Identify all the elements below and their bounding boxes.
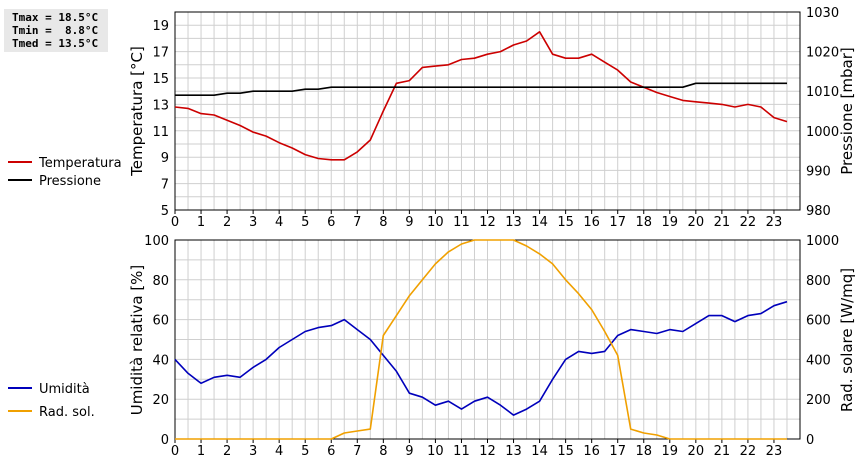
y2-tick-label: 1000 [806,125,839,140]
y-tick-label: 5 [161,204,169,219]
y2-tick-label: 1030 [806,6,839,21]
x-tick-label: 6 [327,215,335,230]
x-tick-label: 18 [635,215,652,230]
stats-box: Tmax = 18.5°C Tmin = 8.8°C Tmed = 13.5°C [4,9,108,52]
series-line-pressione [175,82,787,96]
x-tick-label: 21 [714,444,731,459]
series-line-rad-sol [175,239,787,440]
legend-bottom: Umidità Rad. sol. [8,382,95,420]
x-tick-label: 20 [688,444,705,459]
y2-tick-label: 0 [806,433,814,448]
x-tick-label: 22 [740,215,757,230]
humidity-radiation-chart: 0 1 2 3 4 5 6 7 8 9 10 11 12 13 14 15 16 17 18 19 20 21 22 2302… [128,234,856,459]
y-tick-label: 60 [152,314,169,329]
y-tick-label: 13 [152,98,169,113]
y-axis-label: Temperatura [°C] [128,46,146,177]
x-tick-label: 17 [609,444,626,459]
x-tick-label: 12 [479,215,496,230]
legend-label-umidit: Umidità [39,382,90,397]
y-tick-label: 15 [152,72,169,87]
x-tick-label: 5 [301,215,309,230]
x-tick-label: 12 [479,444,496,459]
x-tick-label: 19 [662,215,679,230]
x-tick-label: 7 [353,215,361,230]
x-tick-label: 11 [453,215,470,230]
x-tick-label: 5 [301,444,309,459]
temperature-pressure-chart: 0 1 2 3 4 5 6 7 8 9 10 11 12 13 14 15 16 17 18 19 20 21 22 2357… [128,6,856,230]
x-tick-label: 8 [379,444,387,459]
x-tick-label: 3 [249,215,257,230]
y2-axis-label: Rad. solare [W/mq] [838,268,856,412]
tmin-text: Tmin = 8.8°C [12,24,99,37]
y2-tick-label: 200 [806,393,831,408]
tmed-text: Tmed = 13.5°C [12,37,99,50]
y2-tick-label: 1010 [806,85,839,100]
x-tick-label: 11 [453,444,470,459]
x-tick-label: 10 [427,215,444,230]
x-tick-label: 0 [171,215,179,230]
x-tick-label: 13 [505,215,522,230]
x-tick-label: 17 [609,215,626,230]
x-tick-label: 19 [662,444,679,459]
y-axis-label: Umidità relativa [%] [128,265,146,416]
y-tick-label: 11 [152,125,169,140]
x-tick-label: 13 [505,444,522,459]
y-tick-label: 7 [161,178,169,193]
x-tick-label: 23 [766,215,783,230]
x-tick-label: 16 [583,444,600,459]
tmax-text: Tmax = 18.5°C [12,11,99,24]
x-tick-label: 9 [405,215,413,230]
x-tick-label: 9 [405,444,413,459]
x-tick-label: 15 [557,444,574,459]
series-line-umidit [174,300,788,416]
x-tick-label: 4 [275,215,283,230]
y-tick-label: 40 [152,353,169,368]
y2-tick-label: 400 [806,353,831,368]
y-tick-label: 17 [152,46,169,61]
x-tick-label: 14 [531,444,548,459]
legend-label-temperatura: Temperatura [38,156,122,171]
y-tick-label: 20 [152,393,169,408]
x-tick-label: 2 [223,215,231,230]
y-tick-label: 80 [152,274,169,289]
x-tick-label: 21 [714,215,731,230]
x-tick-label: 14 [531,215,548,230]
x-tick-label: 23 [766,444,783,459]
x-tick-label: 20 [688,215,705,230]
y2-tick-label: 800 [806,274,831,289]
x-tick-label: 10 [427,444,444,459]
y2-tick-label: 990 [806,164,831,179]
x-tick-label: 4 [275,444,283,459]
legend-label-rad-sol: Rad. sol. [39,405,95,420]
y-tick-label: 9 [161,151,169,166]
x-tick-label: 15 [557,215,574,230]
x-tick-label: 7 [353,444,361,459]
y-tick-label: 19 [152,19,169,34]
x-tick-label: 2 [223,444,231,459]
x-tick-label: 0 [171,444,179,459]
x-tick-label: 8 [379,215,387,230]
y-tick-label: 0 [161,433,169,448]
x-tick-label: 1 [197,215,205,230]
legend-label-pressione: Pressione [39,174,101,189]
y2-tick-label: 600 [806,314,831,329]
x-tick-label: 1 [197,444,205,459]
y2-tick-label: 1020 [806,46,839,61]
y2-tick-label: 980 [806,204,831,219]
y2-axis-label: Pressione [mbar] [838,47,856,175]
x-tick-label: 16 [583,215,600,230]
y-tick-label: 100 [144,234,169,249]
x-tick-label: 3 [249,444,257,459]
series-line-temperatura [174,30,788,161]
x-tick-label: 18 [635,444,652,459]
y2-tick-label: 1000 [806,234,839,249]
x-tick-label: 6 [327,444,335,459]
x-tick-label: 22 [740,444,757,459]
legend-top: Temperatura Pressione [8,156,122,189]
